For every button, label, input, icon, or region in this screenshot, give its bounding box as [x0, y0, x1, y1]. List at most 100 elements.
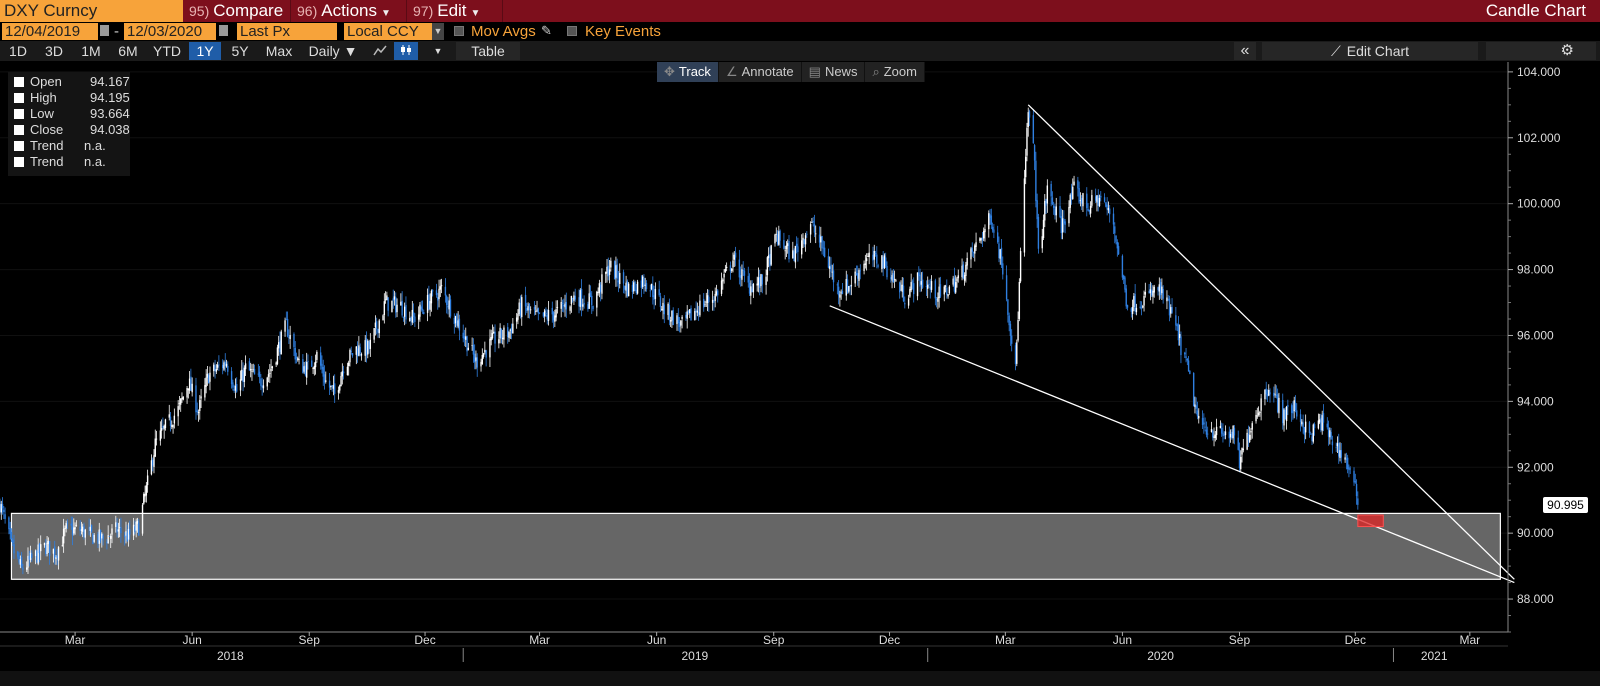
legend-value: n.a.	[84, 138, 106, 153]
candle-body	[991, 226, 994, 231]
table-button[interactable]: Table	[456, 42, 520, 60]
key-events-checkbox[interactable]	[567, 26, 577, 36]
candle-body	[163, 425, 165, 430]
line-chart-icon[interactable]	[369, 42, 391, 60]
candle-body	[1069, 194, 1071, 208]
candle-body	[696, 310, 699, 313]
candle-body	[208, 375, 210, 384]
candle-body	[182, 396, 184, 400]
key-events-label[interactable]: Key Events	[585, 23, 661, 40]
end-calendar-icon[interactable]	[219, 25, 228, 36]
candle-body	[625, 282, 627, 291]
actions-menu[interactable]: 96) Actions ▼	[291, 0, 407, 22]
candle-body	[1176, 324, 1178, 327]
candle-body	[196, 410, 198, 413]
chart-type-dropdown-icon[interactable]: ▼	[433, 46, 443, 56]
candle-body	[386, 295, 388, 301]
edit-chart-button[interactable]: ⟋ Edit Chart	[1262, 42, 1478, 60]
candle-body	[596, 291, 598, 308]
candle-body	[22, 567, 24, 570]
legend-swatch	[14, 93, 24, 103]
mov-avgs-checkbox[interactable]	[454, 26, 464, 36]
candle-body	[512, 323, 514, 334]
start-date-field[interactable]: 12/04/2019	[2, 23, 98, 40]
candle-body	[649, 290, 651, 292]
candle-body	[65, 522, 67, 529]
currency-dropdown-icon[interactable]: ▼	[432, 23, 444, 40]
candle-body	[845, 279, 847, 296]
edit-menu[interactable]: 97) Edit ▼	[407, 0, 503, 22]
candle-chart-icon[interactable]	[394, 42, 418, 60]
candle-body	[1231, 431, 1233, 439]
candle-body	[1117, 246, 1120, 255]
candle-body	[410, 317, 412, 321]
news-tool[interactable]: ▤ News	[802, 62, 866, 82]
candle-body	[1184, 352, 1186, 355]
currency-select[interactable]: Local CCY	[344, 23, 432, 40]
candle-body	[1287, 405, 1289, 407]
candle-body	[297, 358, 299, 360]
candle-body	[118, 527, 121, 528]
pencil-icon[interactable]: ✎	[541, 23, 552, 38]
range-button-5y[interactable]: 5Y	[231, 43, 249, 59]
candle-body	[757, 277, 760, 286]
candle-body	[1152, 290, 1154, 297]
candle-body	[526, 307, 528, 312]
zoom-tool[interactable]: ⌕ Zoom	[865, 62, 925, 82]
candle-body	[1186, 358, 1189, 361]
price-field-select[interactable]: Last Px	[237, 23, 337, 40]
start-calendar-icon[interactable]	[100, 25, 109, 36]
x-tick-label: Dec	[1345, 633, 1366, 647]
candle-body	[98, 529, 100, 544]
range-button-3d[interactable]: 3D	[45, 43, 63, 59]
track-tool[interactable]: ✥ Track	[657, 62, 719, 82]
candle-body	[624, 285, 626, 290]
range-button-1m[interactable]: 1M	[81, 43, 101, 59]
candle-body	[770, 245, 772, 265]
candle-body	[811, 222, 813, 224]
candle-body	[937, 297, 939, 302]
candle-body	[681, 316, 683, 319]
collapse-icon[interactable]: «	[1234, 42, 1256, 60]
candle-body	[339, 385, 341, 391]
candle-body	[676, 315, 678, 325]
candle-body	[708, 296, 710, 303]
candle-body	[305, 361, 308, 378]
candle-body	[169, 416, 172, 427]
candle-body	[154, 438, 156, 457]
news-label: News	[824, 64, 858, 79]
candle-body	[1100, 195, 1102, 198]
candle-body	[331, 385, 333, 387]
gear-icon[interactable]: ⚙	[1486, 42, 1596, 60]
end-date-field[interactable]: 12/03/2020	[124, 23, 216, 40]
candle-body	[873, 250, 875, 260]
range-button-1d[interactable]: 1D	[9, 43, 27, 59]
range-button-max[interactable]: Max	[265, 43, 293, 59]
candle-body	[475, 357, 477, 361]
candle-body	[935, 299, 938, 301]
candle-body	[722, 279, 724, 282]
range-button-6m[interactable]: 6M	[118, 43, 138, 59]
range-button-ytd[interactable]: YTD	[153, 43, 181, 59]
candle-body	[617, 280, 620, 283]
candle-body	[1143, 295, 1145, 306]
candle-body	[36, 551, 38, 563]
period-select[interactable]: Daily ▼	[308, 43, 358, 59]
annotate-tool[interactable]: ∠ Annotate	[719, 62, 802, 82]
mov-avgs-label[interactable]: Mov Avgs	[471, 23, 536, 40]
candle-body	[802, 237, 804, 241]
ticker-field[interactable]: DXY Curncy	[0, 0, 183, 22]
candle-body	[498, 339, 500, 344]
candle-body	[190, 376, 192, 391]
compare-menu[interactable]: 95) Compare	[183, 0, 291, 22]
candle-body	[420, 306, 422, 310]
candle-body	[1203, 422, 1205, 425]
range-button-1y[interactable]: 1Y	[189, 42, 221, 60]
candle-body	[1007, 299, 1009, 315]
candle-body	[1112, 213, 1115, 225]
candle-body	[672, 310, 674, 326]
candle-body	[1002, 263, 1004, 275]
candle-body	[943, 286, 945, 295]
candle-body	[599, 284, 602, 292]
